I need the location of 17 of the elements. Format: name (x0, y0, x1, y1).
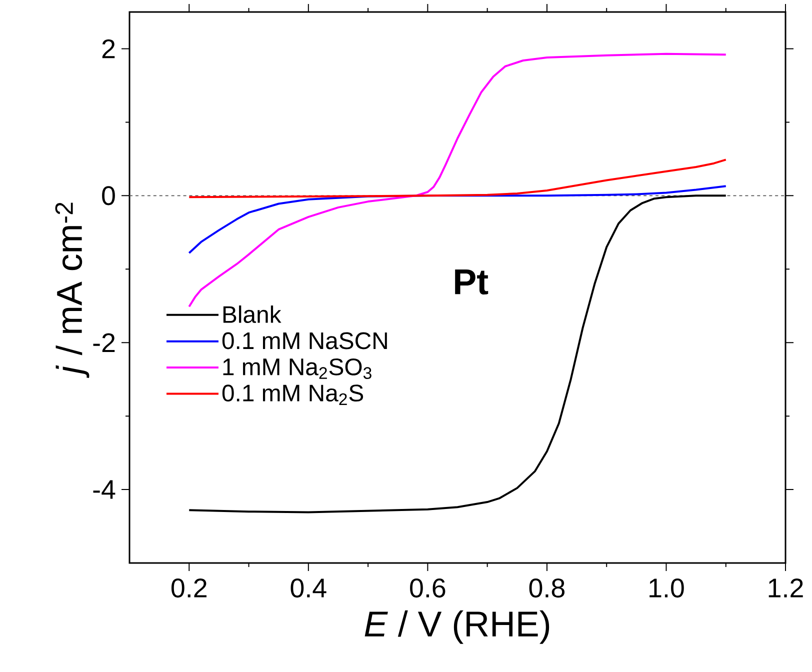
x-tick-label: 1.0 (650, 578, 684, 598)
legend-label: 0.1 mM NaSCN (222, 332, 387, 350)
x-tick-label: 0.8 (529, 578, 564, 598)
y-tick-label: 2 (102, 39, 115, 58)
y-axis-title: j / mA cm$^{-2}$ (55, 202, 90, 378)
y-tick-label: 0 (102, 186, 115, 206)
legend-label: 0.1 mM Na$_{2}$S (222, 384, 364, 406)
x-tick-label: 0.2 (171, 578, 206, 598)
x-axis-title: E / V (RHE) (364, 610, 550, 644)
x-tick-label: 0.4 (290, 578, 326, 598)
y-tick-label: -4 (93, 480, 116, 499)
legend-label: Blank (223, 305, 282, 324)
x-tick-label: 0.6 (410, 578, 446, 598)
legend-label: 1 mM Na$_{2}$SO$_{3}$ (223, 358, 372, 380)
y-tick-label: -2 (93, 333, 115, 352)
x-tick-label: 1.2 (768, 578, 803, 598)
annotation: Pt (455, 270, 488, 294)
